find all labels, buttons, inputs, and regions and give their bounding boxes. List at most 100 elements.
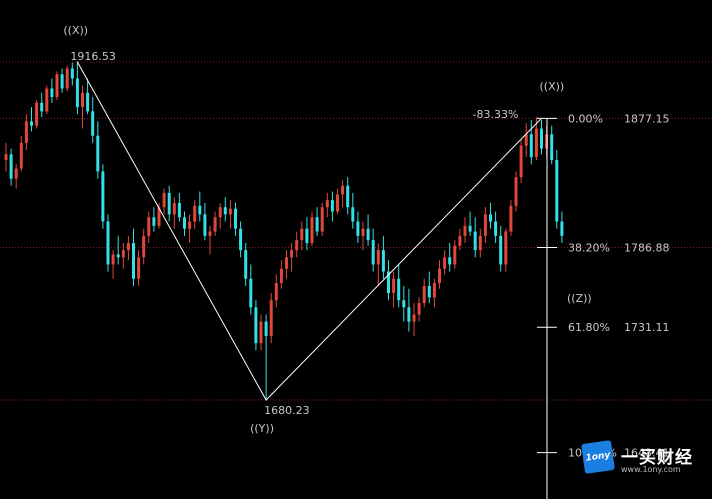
candle-body (279, 268, 283, 284)
candle-body (274, 283, 278, 301)
candle-body (478, 235, 482, 251)
candle-body (458, 235, 462, 246)
candle-body (24, 121, 28, 143)
candle-body (509, 205, 513, 232)
candle-body (407, 307, 411, 322)
candle-body (60, 74, 64, 89)
candle-body (259, 321, 263, 344)
watermark-logo-text: 1ony (585, 450, 611, 464)
candle-body (269, 300, 273, 336)
candle-body (438, 268, 441, 284)
candle-body (300, 228, 304, 241)
candle-body (75, 78, 79, 108)
candle-body (519, 145, 523, 178)
candle-body (336, 194, 339, 212)
candle-body (310, 217, 314, 243)
candle-body (147, 217, 151, 236)
watermark-subtitle: www.1ony.com (621, 465, 681, 474)
candle-body (412, 314, 416, 322)
candle-body (346, 185, 350, 208)
candle-body (65, 68, 69, 89)
wave-label-y: ((Y)) (250, 422, 274, 435)
candle-body (223, 207, 227, 215)
candle-body (402, 300, 406, 308)
candle-body (111, 254, 115, 265)
wave-price-y: 1680.23 (264, 404, 310, 417)
candle-body (453, 245, 457, 265)
candle-body (152, 217, 156, 226)
candle-body (50, 88, 54, 98)
candle-body (121, 250, 125, 258)
candle-body (315, 217, 319, 232)
candle-body (392, 278, 396, 294)
candle-body (55, 74, 59, 98)
candle-body (290, 250, 294, 258)
candle-body (529, 134, 533, 158)
wave-price-x1: 1916.53 (70, 50, 116, 63)
candle-body (325, 200, 329, 208)
candle-body (376, 250, 380, 265)
candle-body (142, 235, 146, 258)
candle-body (116, 254, 120, 258)
wave-label-x1: ((X)) (63, 24, 88, 37)
candle-body (417, 303, 421, 315)
candle-body (30, 121, 33, 126)
candle-body (162, 192, 166, 208)
candle-body (305, 228, 309, 243)
candle-body (361, 228, 365, 236)
candle-body (524, 134, 528, 146)
candle-body (514, 177, 518, 206)
candle-body (468, 225, 472, 232)
candle-body (371, 240, 375, 265)
candle-body (172, 202, 176, 215)
candle-body (40, 102, 44, 112)
candle-body (427, 285, 431, 298)
candle-body (448, 257, 452, 265)
candle-body (132, 242, 135, 279)
candle-body (239, 228, 243, 251)
candle-body (341, 185, 345, 195)
candle-body (86, 92, 90, 112)
candle-body (218, 207, 222, 218)
candle-body (4, 154, 8, 161)
candle-body (381, 250, 385, 272)
candle-body (101, 171, 105, 222)
fib-level-pct: 0.00% (568, 112, 603, 125)
candle-body (193, 205, 197, 222)
wave-label-x2: ((X)) (540, 80, 565, 93)
candle-body (473, 231, 477, 251)
candle-body (234, 208, 237, 229)
candle-body (443, 257, 447, 269)
candle-body (213, 217, 217, 232)
wave-pct-x2: -83.33% (473, 108, 519, 121)
candle-body (45, 88, 49, 112)
wave-label-z: ((Z)) (567, 292, 592, 305)
candle-body (198, 205, 202, 215)
watermark-logo-icon: 1ony (581, 440, 615, 474)
candle-body (489, 214, 492, 222)
candle-body (14, 168, 18, 179)
candle-body (81, 92, 84, 108)
candle-body (91, 111, 95, 136)
candle-body (387, 271, 390, 294)
candle-body (228, 208, 232, 215)
candle-body (264, 321, 268, 336)
candle-body (35, 102, 39, 126)
fib-level-pct: 38.20% (568, 241, 610, 254)
fib-level-price: 1731.11 (624, 321, 670, 334)
candle-body (499, 235, 503, 265)
candle-body (19, 142, 23, 169)
candle-body (534, 128, 538, 158)
fib-level-pct: 61.80% (568, 321, 610, 334)
candle-body (330, 200, 334, 212)
candle-body (320, 207, 324, 232)
candle-body (422, 285, 426, 304)
candle-body (550, 134, 554, 161)
candle-body (463, 225, 467, 236)
candle-body (249, 278, 253, 308)
candle-body (351, 207, 355, 222)
candle-body (208, 231, 212, 236)
candle-body (106, 221, 110, 265)
candle-body (295, 240, 299, 251)
